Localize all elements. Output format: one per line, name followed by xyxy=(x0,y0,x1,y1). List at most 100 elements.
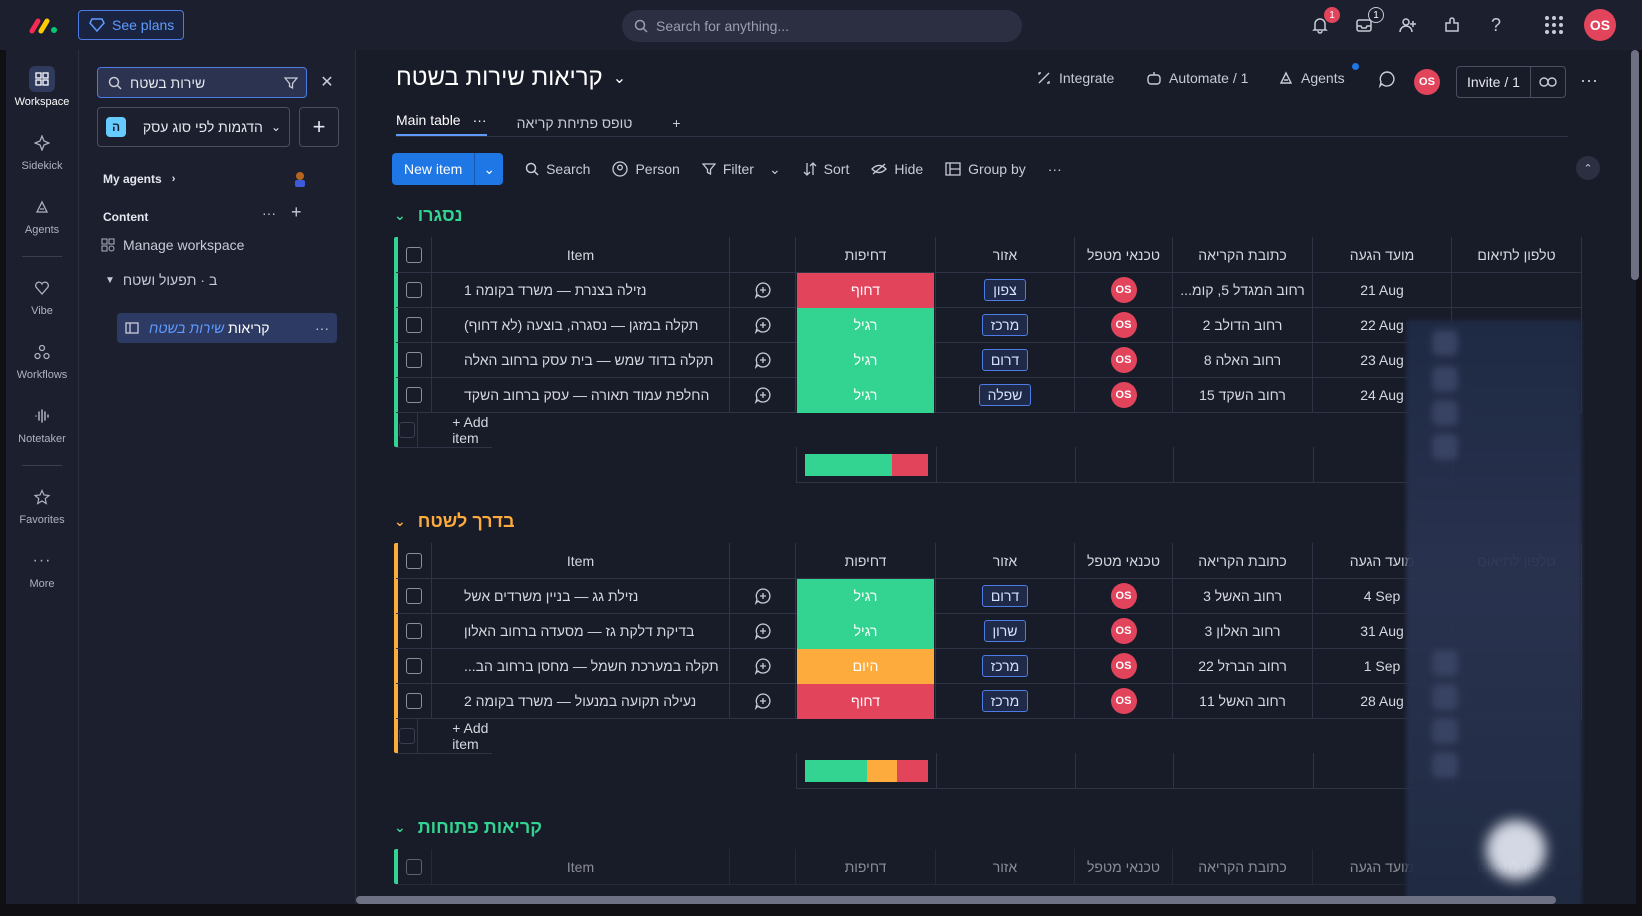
add-update-icon[interactable] xyxy=(730,578,796,614)
address-cell[interactable]: רחוב המגדל 5, קומ... xyxy=(1173,272,1313,308)
item-name-cell[interactable]: תקלה במערכת חשמל — מחסן ברחוב הב... xyxy=(432,648,730,684)
area-cell[interactable]: מרכז xyxy=(936,307,1075,343)
row-checkbox[interactable] xyxy=(396,683,432,719)
inbox-icon[interactable]: 1 xyxy=(1352,7,1384,37)
checkbox[interactable] xyxy=(405,553,422,569)
chevron-down-icon[interactable]: ⌄ xyxy=(474,153,503,185)
invite-button[interactable]: Invite / 1 xyxy=(1456,66,1566,98)
priority-cell[interactable]: היום xyxy=(796,648,936,684)
group-title[interactable]: ⌄ בדרך לשטח xyxy=(394,511,515,532)
add-view-icon[interactable]: + xyxy=(672,115,681,131)
rail-item-favorites[interactable]: Favorites xyxy=(6,484,78,526)
priority-distribution-bar[interactable] xyxy=(805,454,928,476)
area-cell[interactable]: שרון xyxy=(936,613,1075,649)
folder-item[interactable]: ▼ ב · תפעול ושטח xyxy=(105,272,217,288)
column-header-address[interactable]: כתובת הקריאה xyxy=(1173,543,1313,579)
workspace-selector[interactable]: ה הדגמות לפי סוג עסק ⌄ xyxy=(97,107,290,147)
see-plans-button[interactable]: See plans xyxy=(78,10,184,40)
address-cell[interactable]: רחוב האשל 11 xyxy=(1173,683,1313,719)
priority-cell[interactable]: רגיל xyxy=(796,613,936,649)
copy-link-icon[interactable] xyxy=(1529,67,1565,97)
vertical-scrollbar[interactable] xyxy=(1631,50,1639,280)
rail-item-sidekick[interactable]: Sidekick xyxy=(6,130,78,172)
technician-cell[interactable]: OS xyxy=(1075,307,1173,343)
area-cell[interactable]: שפלה xyxy=(936,377,1075,413)
area-cell[interactable]: מרכז xyxy=(936,648,1075,684)
person-filter-button[interactable]: Person xyxy=(612,161,680,177)
checkbox[interactable] xyxy=(405,387,422,403)
table-row[interactable]: נעילה תקועה במנעול — משרד בקומה 2 דחוף מרכ… xyxy=(396,683,1582,719)
checkbox[interactable] xyxy=(405,623,422,639)
arrival-date-cell[interactable]: 21 Aug xyxy=(1313,272,1452,308)
technician-cell[interactable]: OS xyxy=(1075,683,1173,719)
column-header-area[interactable]: אזור xyxy=(936,849,1075,885)
app-switcher-icon[interactable] xyxy=(1542,13,1566,37)
table-row[interactable]: החלפת עמוד תאורה — עסק ברחוב השקד רגיל שפל… xyxy=(396,377,1582,413)
tab-more-icon[interactable]: ··· xyxy=(472,112,487,128)
column-header-priority[interactable]: דחיפות xyxy=(796,849,936,885)
board-more-icon[interactable]: ··· xyxy=(1580,70,1598,90)
area-cell[interactable]: מרכז xyxy=(936,683,1075,719)
hide-button[interactable]: Hide xyxy=(871,161,923,177)
area-cell[interactable]: דרום xyxy=(936,342,1075,378)
add-update-icon[interactable] xyxy=(730,377,796,413)
checkbox[interactable] xyxy=(405,247,422,263)
column-header-priority[interactable]: דחיפות xyxy=(796,543,936,579)
rail-item-more[interactable]: ··· More xyxy=(6,548,78,590)
add-update-icon[interactable] xyxy=(730,648,796,684)
filter-button[interactable]: Filter ⌄ xyxy=(701,161,781,178)
add-item-row[interactable]: + Add item xyxy=(396,412,493,448)
user-avatar[interactable]: OS xyxy=(1584,9,1616,41)
sidebar-board-link[interactable]: קריאות שירות בשטח ··· xyxy=(117,313,337,343)
technician-cell[interactable]: OS xyxy=(1075,578,1173,614)
chevron-down-icon[interactable]: ⌄ xyxy=(394,207,406,223)
agent-avatar-icon[interactable] xyxy=(291,170,309,188)
row-checkbox[interactable] xyxy=(396,377,432,413)
priority-cell[interactable]: רגיל xyxy=(796,377,936,413)
group-title[interactable]: ⌄ קריאות פתוחות xyxy=(394,817,542,838)
board-owner-avatar[interactable]: OS xyxy=(1414,69,1440,95)
chevron-down-icon[interactable]: ⌄ xyxy=(394,819,406,835)
technician-cell[interactable]: OS xyxy=(1075,648,1173,684)
group-by-button[interactable]: Group by xyxy=(945,161,1026,177)
column-header-address[interactable]: כתובת הקריאה xyxy=(1173,849,1313,885)
column-header-item[interactable]: Item xyxy=(432,543,730,579)
technician-cell[interactable]: OS xyxy=(1075,342,1173,378)
horizontal-scrollbar[interactable] xyxy=(356,896,1556,904)
priority-cell[interactable]: דחוף xyxy=(796,272,936,308)
table-row[interactable]: בדיקת דלקת גז — מסעדה ברחוב האלון רגיל שרו… xyxy=(396,613,1582,649)
priority-cell[interactable]: רגיל xyxy=(796,578,936,614)
add-update-icon[interactable] xyxy=(730,683,796,719)
chevron-down-icon[interactable]: ⌄ xyxy=(394,513,406,529)
content-more-icon[interactable]: ··· xyxy=(262,205,276,221)
row-checkbox[interactable] xyxy=(396,578,432,614)
row-checkbox[interactable] xyxy=(396,648,432,684)
row-checkbox[interactable] xyxy=(396,613,432,649)
item-name-cell[interactable]: נזילת גג — בניין משרדים אשל xyxy=(432,578,730,614)
column-header-arrival[interactable]: מועד הגעה xyxy=(1313,237,1452,273)
address-cell[interactable]: רחוב הברזל 22 xyxy=(1173,648,1313,684)
item-name-cell[interactable]: בדיקת דלקת גז — מסעדה ברחוב האלון xyxy=(432,613,730,649)
address-cell[interactable]: רחוב האשל 3 xyxy=(1173,578,1313,614)
priority-cell[interactable]: רגיל xyxy=(796,342,936,378)
area-cell[interactable]: צפון xyxy=(936,272,1075,308)
global-search-input[interactable]: Search for anything... xyxy=(622,10,1022,42)
checkbox[interactable] xyxy=(405,282,422,298)
more-icon[interactable]: ··· xyxy=(315,320,329,336)
table-row[interactable]: נזילה בצנרת — משרד בקומה 1 דחוף צפון OS רחוב… xyxy=(396,272,1582,308)
address-cell[interactable]: רחוב האלון 3 xyxy=(1173,613,1313,649)
address-cell[interactable]: רחוב השקד 15 xyxy=(1173,377,1313,413)
column-header-item[interactable]: Item xyxy=(432,237,730,273)
technician-cell[interactable]: OS xyxy=(1075,377,1173,413)
add-update-icon[interactable] xyxy=(730,342,796,378)
new-item-button[interactable]: New item ⌄ xyxy=(392,153,504,185)
rail-item-vibe[interactable]: Vibe xyxy=(6,275,78,317)
add-update-icon[interactable] xyxy=(730,272,796,308)
group-title[interactable]: ⌄ נסגרו xyxy=(394,205,463,226)
priority-cell[interactable]: דחוף xyxy=(796,683,936,719)
my-agents-link[interactable]: My agents › xyxy=(103,172,175,186)
select-all-checkbox[interactable] xyxy=(396,543,432,579)
phone-cell[interactable] xyxy=(1452,272,1582,308)
content-add-icon[interactable]: + xyxy=(291,202,302,222)
technician-cell[interactable]: OS xyxy=(1075,272,1173,308)
